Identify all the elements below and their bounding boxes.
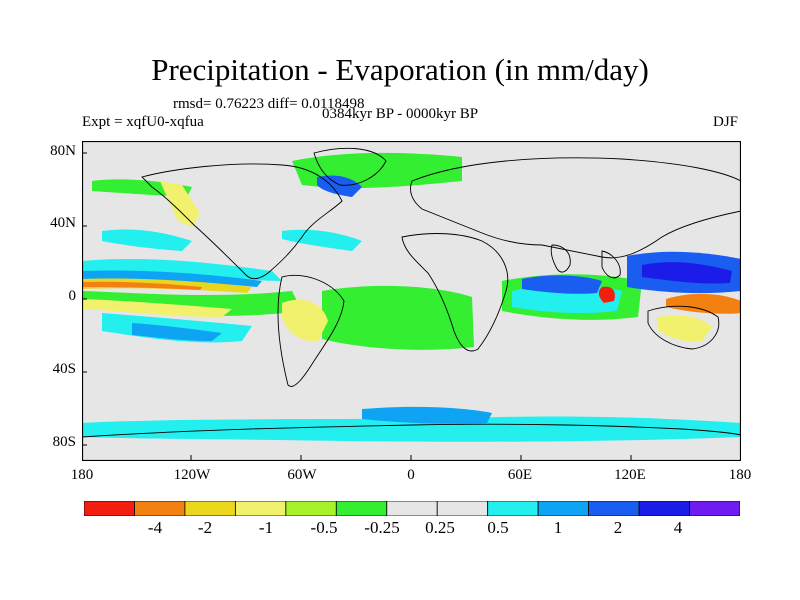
colorbar-swatch [487, 501, 539, 516]
lon-label-0: 0 [407, 467, 415, 483]
field-southern-ocean-blue [362, 406, 492, 424]
world-map [82, 141, 741, 461]
lon-label-60w: 60W [287, 467, 317, 483]
field-maritime-orange [666, 293, 741, 314]
colorbar-swatch [436, 501, 489, 516]
colorbar-swatch [689, 501, 740, 516]
colorbar-label: 0.5 [487, 518, 509, 537]
colorbar-label: 1 [553, 518, 563, 537]
lon-label-120e: 120E [614, 467, 646, 483]
colorbar-label: -4 [147, 518, 163, 537]
map-title: Precipitation - Evaporation (in mm/day) [151, 52, 649, 87]
field-north-pacific-cyan [102, 229, 192, 251]
lat-label-40s: 40S [52, 361, 76, 377]
lat-label-40n: 40N [50, 215, 76, 231]
colorbar-swatch [335, 501, 388, 516]
field-atlantic-cyan [282, 229, 362, 251]
colorbar-swatch [638, 501, 690, 516]
coast-antarctica [82, 423, 741, 438]
field-pacific-spcz-yellow [82, 299, 232, 317]
rmsd-diff-text: rmsd= 0.76223 diff= 0.0118498 [173, 96, 365, 112]
season-text: DJF [712, 114, 738, 130]
coast-australia [647, 305, 720, 350]
experiment-text: Expt = xqfU0-xqfua [82, 114, 204, 130]
colorbar-swatch [184, 501, 236, 516]
field-south-atlantic-green [322, 285, 474, 350]
colorbar-swatch [234, 501, 287, 516]
colorbar-swatch [285, 501, 337, 516]
period-text: 0384kyr BP - 0000kyr BP [322, 106, 479, 122]
coast-india [550, 244, 571, 273]
coast-africa [401, 233, 509, 352]
field-alaska-yellow [160, 181, 200, 227]
coast-south-america [277, 274, 345, 387]
colorbar-label: -2 [197, 518, 213, 537]
coast-north-america [141, 163, 343, 280]
field-southern-ocean-cyan [82, 416, 741, 442]
lat-label-0: 0 [68, 288, 77, 304]
colorbar [84, 501, 740, 516]
lon-label-180w: 180 [70, 467, 94, 483]
field-maritime-red [598, 286, 615, 303]
colorbar-swatch [386, 501, 438, 516]
colorbar-swatch [537, 501, 590, 516]
colorbar-swatch [134, 501, 186, 516]
colorbar-swatch [588, 501, 640, 516]
colorbar-label: -0.25 [364, 518, 400, 537]
lon-label-120w: 120W [173, 467, 211, 483]
coast-greenland [313, 147, 387, 186]
field-north-atlantic-blue [317, 175, 362, 197]
colorbar-label: 4 [673, 518, 683, 537]
colorbar-label: 2 [613, 518, 623, 537]
field-itcz-pacific-lightblue [82, 270, 262, 287]
lon-label-60e: 60E [507, 467, 533, 483]
field-pacific-south-blue [132, 323, 222, 341]
coast-southeast-asia [601, 250, 621, 279]
lat-label-80s: 80S [52, 434, 76, 450]
map-ticks [82, 152, 632, 461]
field-australia-yellow [657, 315, 712, 342]
field-maritime-darkblue [642, 262, 732, 284]
lon-label-180e: 180 [728, 467, 752, 483]
colorbar-swatch [84, 501, 135, 516]
field-indian-ocean-blue [522, 275, 602, 294]
colorbar-label: 0.25 [425, 518, 455, 537]
colorbar-label: -0.5 [310, 518, 338, 537]
colorbar-label: -1 [258, 518, 274, 537]
coast-europe-asia [410, 157, 741, 259]
field-south-america-yellow [282, 299, 328, 342]
coastlines [82, 147, 741, 438]
field-pacific-orange [82, 281, 202, 290]
lat-label-80n: 80N [50, 143, 76, 159]
